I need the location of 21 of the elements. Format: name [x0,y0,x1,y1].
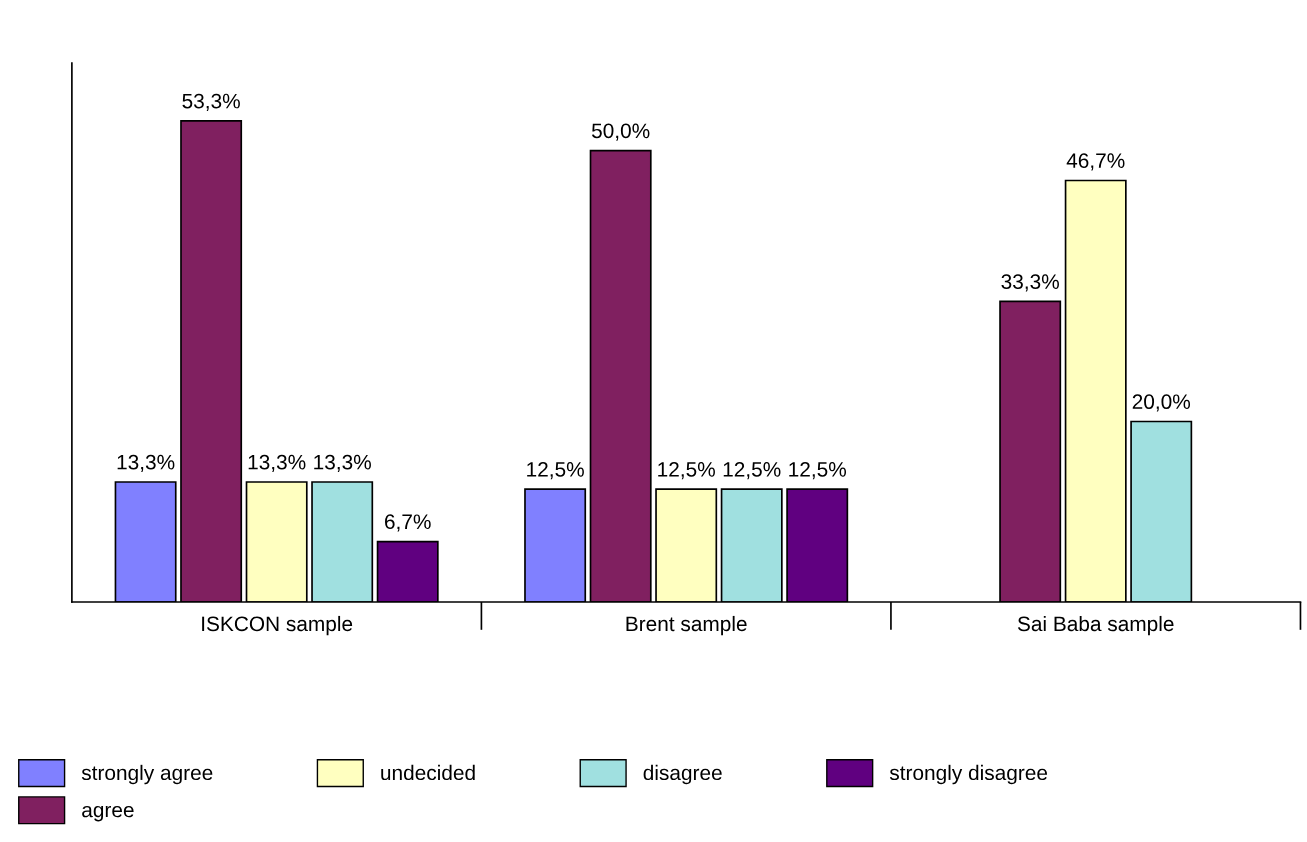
x-tick-label: ISKCON sample [202,615,353,636]
data-label: 13,3% [314,454,371,472]
data-label: 20,0% [1132,394,1191,412]
legend-label: undecided [381,764,475,781]
x-tick-label: Sai Baba sample [1017,615,1174,636]
data-label: 33,3% [1001,274,1059,292]
data-label: 13,3% [117,454,175,472]
legend-label: strongly agree [81,764,213,785]
data-label: 46,7% [1066,153,1125,171]
data-label: 53,3% [182,93,240,111]
data-label: 6,7% [385,514,431,532]
legend-label: agree [82,805,134,822]
x-tick-label: Brent sample [626,615,747,636]
data-label: 13,3% [248,454,306,472]
data-label: 12,5% [723,461,781,480]
data-label: 12,5% [789,461,847,480]
legend-label: strongly disagree [889,764,1048,785]
data-label: 50,0% [591,123,650,141]
data-label: 12,5% [527,461,584,480]
data-label: 12,5% [658,461,715,480]
legend-label: disagree [643,764,722,785]
